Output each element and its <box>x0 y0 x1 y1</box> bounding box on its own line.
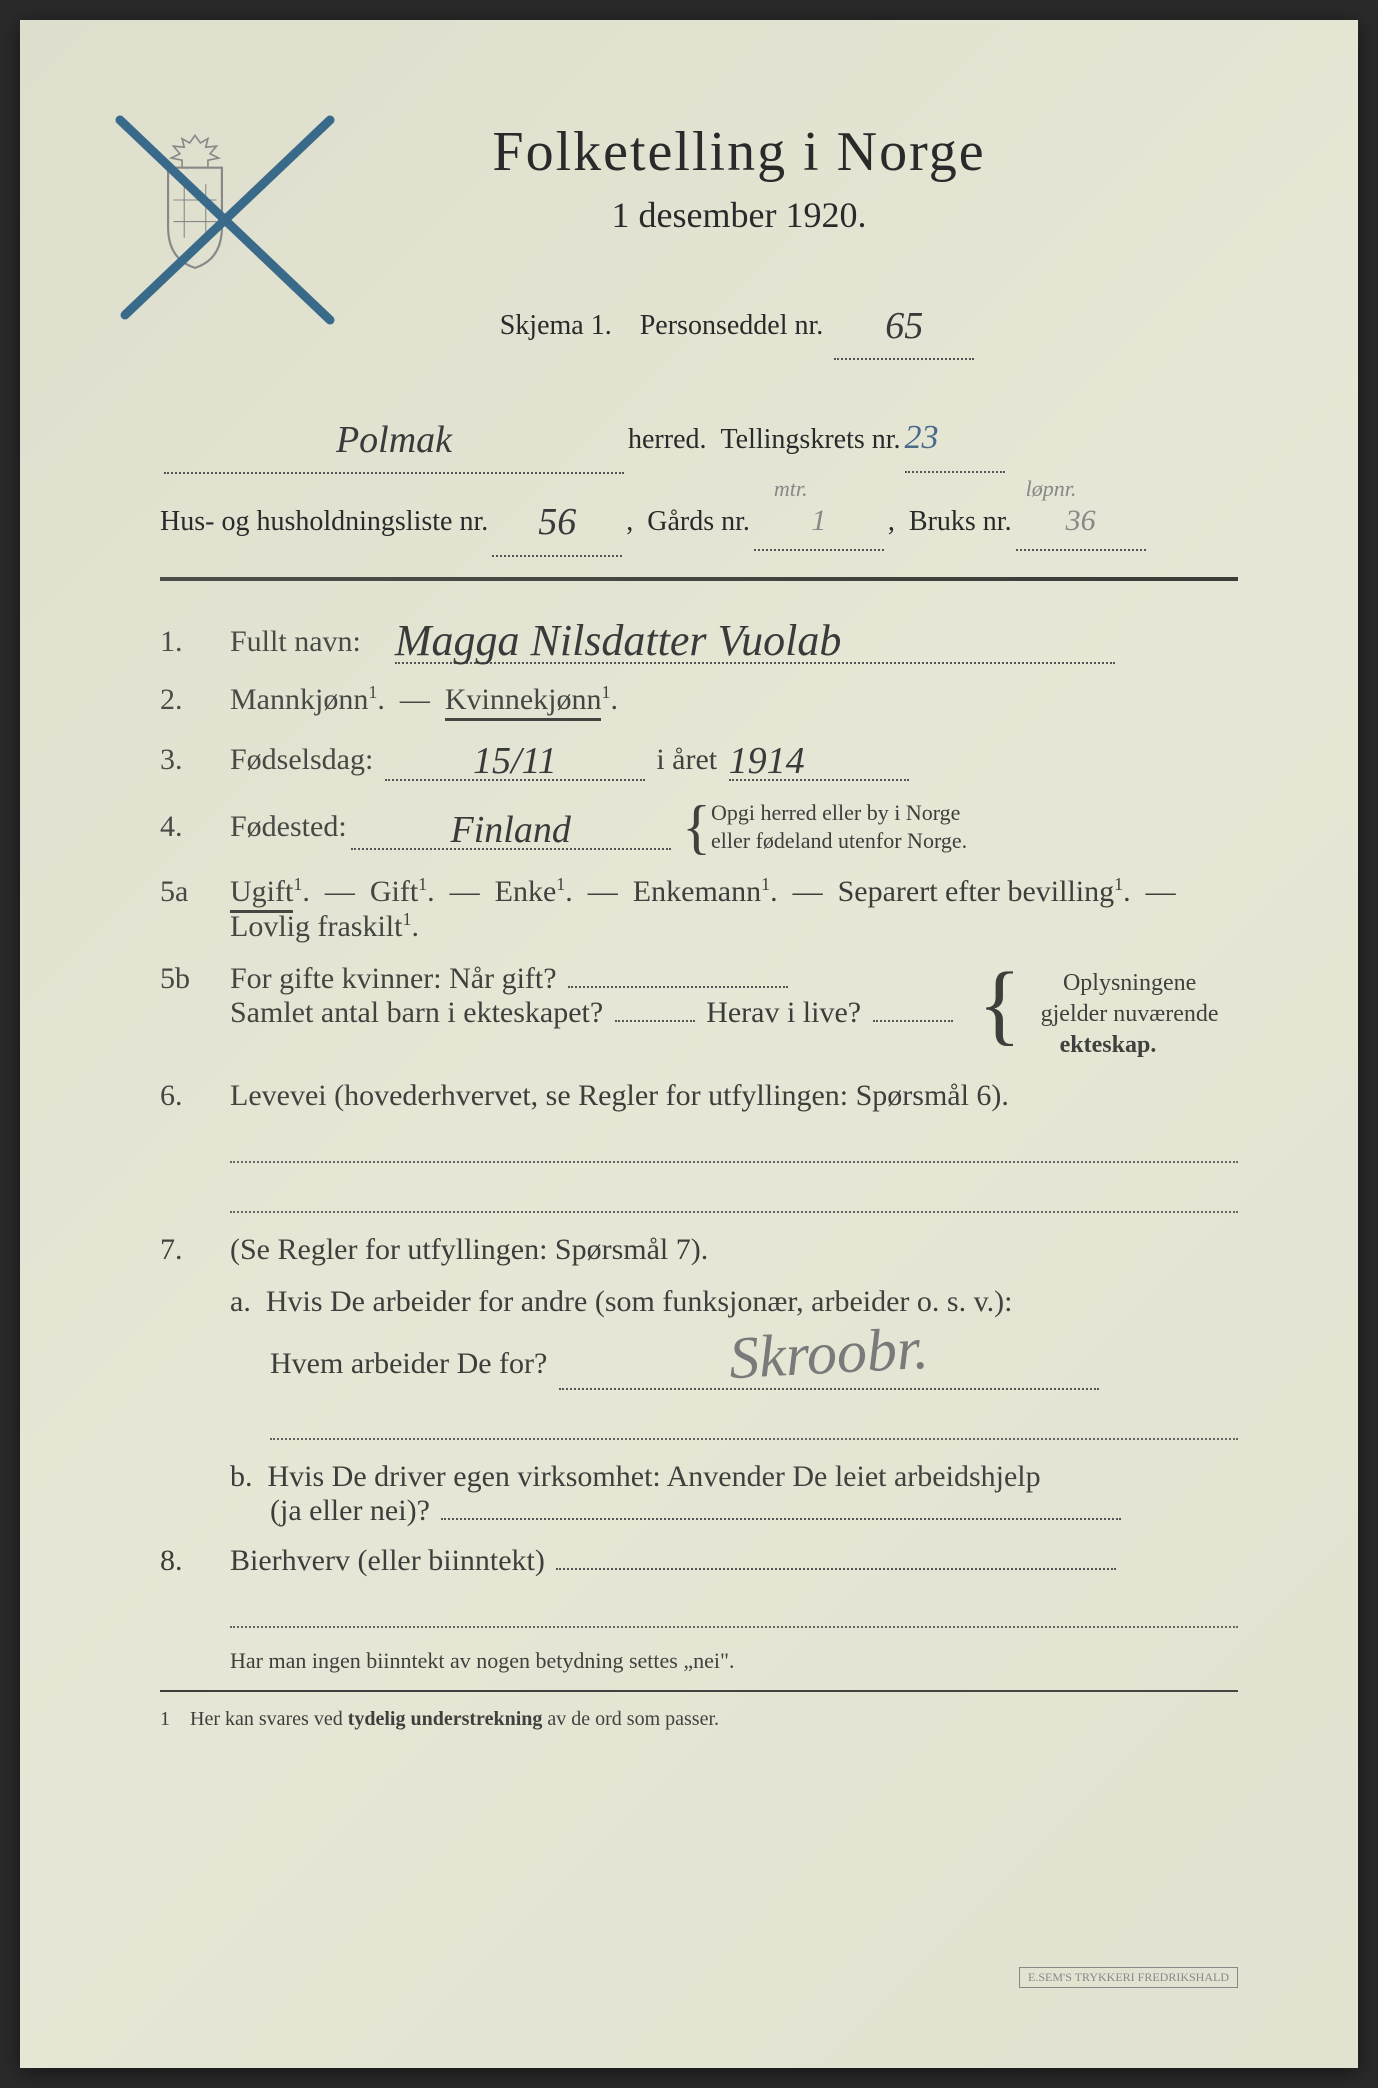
personseddel-label: Personseddel nr. <box>640 310 824 341</box>
item-4-note: Opgi herred eller by i Norge eller fødel… <box>711 799 967 856</box>
thin-divider <box>160 1690 1238 1692</box>
item-7b-line2: (ja eller nei)? <box>270 1494 430 1527</box>
bruks-note: løpnr. <box>1026 468 1077 510</box>
item-4-label: Fødested: <box>230 810 347 844</box>
item-8-number: 8. <box>160 1544 230 1578</box>
footnote-text: Her kan svares ved tydelig understreknin… <box>190 1708 719 1730</box>
item-3-number: 3. <box>160 743 230 777</box>
blank-line-4 <box>230 1598 1238 1628</box>
item-2: 2. Mannkjønn1. — Kvinnekjønn1. <box>160 682 1238 717</box>
item-8-label: Bierhverv (eller biinntekt) <box>230 1544 545 1577</box>
item-6-label: Levevei (hovederhvervet, se Regler for u… <box>230 1079 1009 1112</box>
tellingskrets-label: Tellingskrets nr. <box>721 413 901 466</box>
item-2-kvinne: Kvinnekjønn <box>445 683 602 721</box>
blank-line-1 <box>230 1133 1238 1163</box>
item-3-year: 1914 <box>729 740 805 782</box>
item-3-year-label: i året <box>656 743 717 776</box>
item-5b-line1: For gifte kvinner: Når gift? <box>230 962 557 995</box>
item-4: 4. Fødested: Finland { Opgi herred eller… <box>160 799 1238 856</box>
skjema-line: Skjema 1. Personseddel nr. 65 <box>240 286 1238 360</box>
coat-of-arms-icon <box>140 130 250 270</box>
item-5a-enkemann: Enkemann <box>633 875 761 908</box>
gards-label: Gårds nr. <box>647 495 750 548</box>
census-form-document: Folketelling i Norge 1 desember 1920. Sk… <box>20 20 1358 2068</box>
item-7a-line1: Hvis De arbeider for andre (som funksjon… <box>266 1285 1013 1318</box>
item-5b-number: 5b <box>160 962 230 996</box>
thick-divider <box>160 577 1238 581</box>
item-5a-enke: Enke <box>495 875 557 908</box>
item-4-value: Finland <box>451 809 571 851</box>
item-5a-ugift: Ugift <box>230 875 293 913</box>
husliste-label: Hus- og husholdningsliste nr. <box>160 495 488 548</box>
item-2-mann: Mannkjønn <box>230 683 368 716</box>
document-subtitle: 1 desember 1920. <box>240 194 1238 236</box>
item-5a-fraskilt: Lovlig fraskilt <box>230 910 402 943</box>
item-6: 6. Levevei (hovederhvervet, se Regler fo… <box>160 1079 1238 1113</box>
item-5b-note-box: { Oplysningene gjelder nuværende ekteska… <box>978 962 1238 1062</box>
herred-value: Polmak <box>336 419 452 461</box>
item-7: 7. (Se Regler for utfyllingen: Spørsmål … <box>160 1233 1238 1267</box>
footnote-num: 1 <box>160 1708 170 1730</box>
husliste-line: Hus- og husholdningsliste nr. 56, Gårds … <box>160 482 1238 556</box>
header-area: Folketelling i Norge 1 desember 1920. Sk… <box>160 120 1238 360</box>
item-7a-line2: Hvem arbeider De for? <box>270 1347 547 1380</box>
item-7b-line1: Hvis De driver egen virksomhet: Anvender… <box>268 1460 1041 1493</box>
item-1-number: 1. <box>160 625 230 659</box>
skjema-label: Skjema 1. <box>500 310 612 341</box>
item-5a-gift: Gift <box>370 875 418 908</box>
bruks-label: Bruks nr. <box>909 495 1012 548</box>
item-8: 8. Bierhverv (eller biinntekt) <box>160 1544 1238 1578</box>
brace-icon-2: { <box>978 982 1021 1027</box>
item-3: 3. Fødselsdag: 15/11 i året 1914 <box>160 735 1238 781</box>
item-7a: a. Hvis De arbeider for andre (som funks… <box>230 1285 1238 1390</box>
item-5a: 5a Ugift1. — Gift1. — Enke1. — Enkemann1… <box>160 874 1238 944</box>
footer-note: Har man ingen biinntekt av nogen betydni… <box>230 1648 1238 1674</box>
blank-line-3 <box>270 1410 1238 1440</box>
brace-icon: { <box>682 812 711 842</box>
herred-label: herred. <box>628 413 707 466</box>
item-5b: 5b { Oplysningene gjelder nuværende ekte… <box>160 962 1238 1062</box>
husliste-nr: 56 <box>538 501 576 543</box>
item-6-number: 6. <box>160 1079 230 1113</box>
item-3-day: 15/11 <box>473 740 557 782</box>
item-4-number: 4. <box>160 810 230 844</box>
item-7-number: 7. <box>160 1233 230 1267</box>
item-7-label: (Se Regler for utfyllingen: Spørsmål 7). <box>230 1233 708 1266</box>
tellingskrets-nr: 23 <box>905 419 939 456</box>
item-5b-line2b: Herav i live? <box>706 996 861 1029</box>
footnote-line: 1 Her kan svares ved tydelig understrekn… <box>160 1708 1238 1731</box>
item-2-number: 2. <box>160 683 230 717</box>
personseddel-nr: 65 <box>885 305 923 347</box>
item-7b: b. Hvis De driver egen virksomhet: Anven… <box>230 1460 1238 1528</box>
item-1: 1. Fullt navn: Magga Nilsdatter Vuolab <box>160 611 1238 664</box>
gards-note: mtr. <box>774 468 808 510</box>
herred-line: Polmak herred. Tellingskrets nr. 23 <box>160 400 1238 474</box>
document-title: Folketelling i Norge <box>240 120 1238 184</box>
item-5a-number: 5a <box>160 875 230 909</box>
gards-nr: 1 <box>811 504 826 537</box>
item-1-value: Magga Nilsdatter Vuolab <box>395 616 842 665</box>
item-3-label: Fødselsdag: <box>230 743 373 776</box>
item-5a-separert: Separert efter bevilling <box>838 875 1115 908</box>
item-7a-signature: Skroobr. <box>727 1314 930 1393</box>
printer-mark: E.SEM'S TRYKKERI FREDRIKSHALD <box>1019 1967 1238 1988</box>
item-5b-line2a: Samlet antal barn i ekteskapet? <box>230 996 603 1029</box>
item-1-label: Fullt navn: <box>230 625 361 658</box>
blank-line-2 <box>230 1183 1238 1213</box>
